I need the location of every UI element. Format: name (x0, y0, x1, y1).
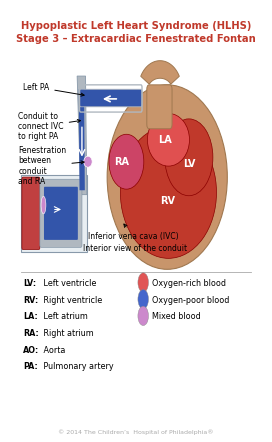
FancyBboxPatch shape (79, 89, 142, 107)
Text: Oxygen-poor blood: Oxygen-poor blood (152, 296, 229, 305)
Text: LV: LV (183, 159, 195, 169)
Text: Pulmonary artery: Pulmonary artery (41, 362, 114, 371)
Polygon shape (77, 76, 87, 194)
Text: PA:: PA: (23, 362, 38, 371)
Text: Hypoplastic Left Heart Syndrome (HLHS): Hypoplastic Left Heart Syndrome (HLHS) (21, 21, 251, 31)
Text: Mixed blood: Mixed blood (152, 312, 200, 321)
Text: Oxygen-rich blood: Oxygen-rich blood (152, 279, 225, 288)
Polygon shape (79, 89, 85, 190)
Text: Right atrium: Right atrium (41, 329, 94, 338)
FancyBboxPatch shape (147, 85, 172, 129)
Circle shape (138, 273, 149, 292)
Text: Interior view of the conduit: Interior view of the conduit (83, 244, 187, 253)
Text: Conduit to
connect IVC
to right PA: Conduit to connect IVC to right PA (18, 112, 81, 141)
Text: LA: LA (158, 135, 172, 145)
Text: AO:: AO: (23, 346, 39, 355)
Ellipse shape (41, 196, 46, 214)
FancyBboxPatch shape (21, 175, 87, 252)
Ellipse shape (120, 126, 217, 258)
Text: RV: RV (160, 196, 175, 206)
Text: © 2014 The Children’s  Hospital of Philadelphia®: © 2014 The Children’s Hospital of Philad… (58, 430, 214, 435)
Text: Fenestration
between
conduit
and RA: Fenestration between conduit and RA (18, 146, 84, 186)
Text: RV:: RV: (23, 296, 38, 305)
Polygon shape (141, 61, 179, 84)
Text: Right ventricle: Right ventricle (41, 296, 102, 305)
Ellipse shape (165, 119, 213, 196)
Ellipse shape (107, 85, 227, 269)
Text: LV:: LV: (23, 279, 36, 288)
Text: Left atrium: Left atrium (41, 312, 88, 321)
Text: RA:: RA: (23, 329, 39, 338)
FancyBboxPatch shape (44, 187, 78, 240)
Ellipse shape (109, 134, 144, 189)
Ellipse shape (147, 114, 190, 166)
Text: Stage 3 – Extracardiac Fenestrated Fontan: Stage 3 – Extracardiac Fenestrated Fonta… (16, 34, 256, 44)
Text: Inferior vena cava (IVC): Inferior vena cava (IVC) (88, 224, 179, 241)
Text: LA:: LA: (23, 312, 38, 321)
FancyBboxPatch shape (22, 177, 40, 250)
FancyBboxPatch shape (40, 179, 82, 248)
Text: Left PA: Left PA (23, 83, 84, 96)
Ellipse shape (84, 156, 92, 167)
Text: RA: RA (114, 157, 129, 167)
Circle shape (138, 290, 149, 309)
Text: Aorta: Aorta (41, 346, 66, 355)
Text: Left ventricle: Left ventricle (41, 279, 97, 288)
Circle shape (138, 306, 149, 326)
